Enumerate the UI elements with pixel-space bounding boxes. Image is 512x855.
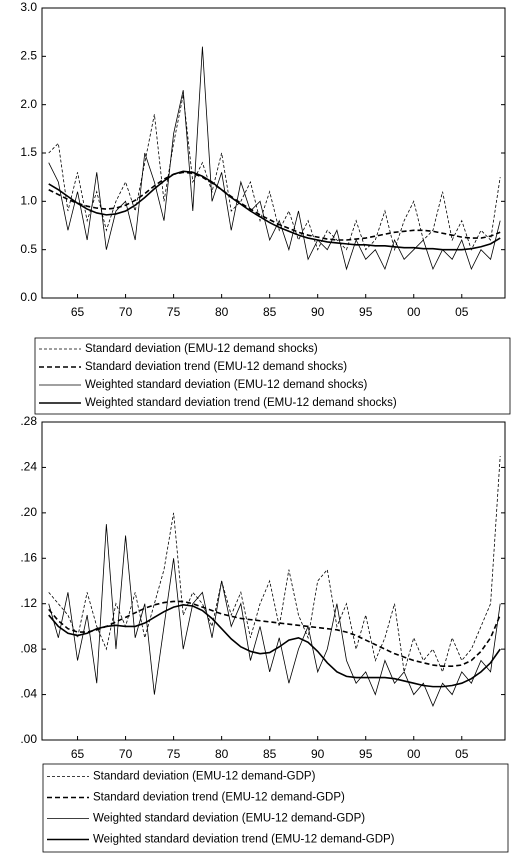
x-tick-label: 00 <box>407 747 421 761</box>
x-tick-label: 80 <box>215 747 229 761</box>
y-tick-label: .00 <box>20 732 37 746</box>
x-tick-label: 65 <box>71 305 85 319</box>
series-line <box>48 46 501 271</box>
x-tick-label: 00 <box>407 305 421 319</box>
legend-box <box>42 763 509 853</box>
x-tick-label: 05 <box>455 747 469 761</box>
x-tick-label: 95 <box>359 747 373 761</box>
y-tick-label: .16 <box>20 550 37 564</box>
y-tick-label: 2.5 <box>20 49 37 63</box>
series-line <box>48 170 501 251</box>
y-tick-label: .04 <box>20 687 37 701</box>
legend-label: Standard deviation (EMU-12 demand shocks… <box>85 343 318 355</box>
series-line <box>48 456 501 674</box>
plot-frame <box>41 7 506 299</box>
x-tick-label: 85 <box>263 305 277 319</box>
y-tick-label: 1.0 <box>20 194 37 208</box>
x-tick-label: 80 <box>215 305 229 319</box>
legend-label: Standard deviation (EMU-12 demand-GDP) <box>93 771 316 783</box>
x-tick-label: 85 <box>263 747 277 761</box>
x-tick-label: 05 <box>455 305 469 319</box>
legend-label: Weighted standard deviation trend (EMU-1… <box>85 397 397 409</box>
x-tick-label: 65 <box>71 747 85 761</box>
plot-frame <box>41 421 506 741</box>
y-tick-label: 3.0 <box>20 0 37 14</box>
x-tick-label: 95 <box>359 305 373 319</box>
legend-label: Weighted standard deviation (EMU-12 dema… <box>85 379 367 391</box>
legend-label: Weighted standard deviation (EMU-12 dema… <box>93 813 365 825</box>
legend-label: Weighted standard deviation trend (EMU-1… <box>93 834 395 846</box>
legend-label: Standard deviation trend (EMU-12 demand … <box>85 361 347 373</box>
x-tick-label: 90 <box>311 747 325 761</box>
x-tick-label: 70 <box>119 747 133 761</box>
y-tick-label: 2.0 <box>20 97 37 111</box>
y-tick-label: 1.5 <box>20 145 37 159</box>
x-tick-label: 90 <box>311 305 325 319</box>
y-tick-label: .08 <box>20 641 37 655</box>
series-line <box>48 524 501 707</box>
series-line <box>48 94 501 252</box>
x-tick-label: 70 <box>119 305 133 319</box>
y-tick-label: 0.5 <box>20 242 37 256</box>
y-tick-label: 0.0 <box>20 290 37 304</box>
y-tick-label: .20 <box>20 505 37 519</box>
x-tick-label: 75 <box>167 305 181 319</box>
y-tick-label: .28 <box>20 414 37 428</box>
legend-label: Standard deviation trend (EMU-12 demand-… <box>93 792 345 804</box>
legend-box <box>34 337 511 415</box>
y-tick-label: .12 <box>20 596 37 610</box>
x-tick-label: 75 <box>167 747 181 761</box>
y-tick-label: .24 <box>20 460 37 474</box>
series-line <box>48 600 501 667</box>
series-line <box>48 604 501 688</box>
